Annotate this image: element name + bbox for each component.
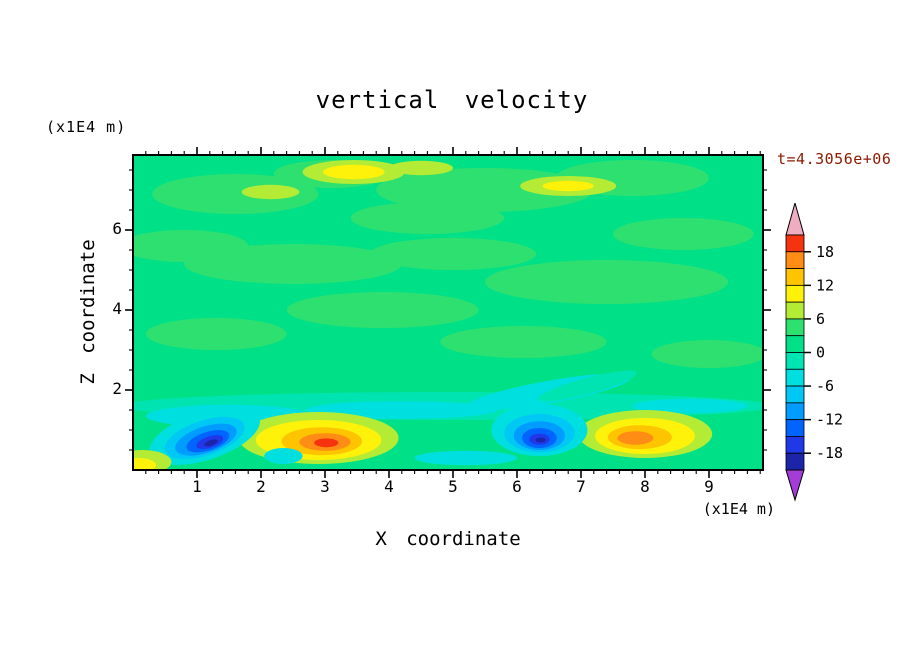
- colorbar-tick-label: -18: [816, 444, 843, 462]
- colorbar-segment: [785, 335, 805, 353]
- contour-band: [241, 184, 300, 200]
- y-tick-label: 2: [112, 379, 122, 398]
- colorbar-segment: [785, 234, 805, 253]
- contour-band: [535, 437, 546, 443]
- x-tick-label: 7: [576, 477, 586, 496]
- x-tick-label: 5: [448, 477, 458, 496]
- colorbar-segment: [785, 284, 805, 303]
- colorbar-tick-label: 18: [816, 243, 834, 261]
- colorbar-segment: [785, 318, 805, 337]
- contour-band: [145, 318, 287, 350]
- contour-band: [485, 260, 729, 304]
- contour-band: [286, 292, 479, 328]
- contour-band: [542, 180, 594, 192]
- time-label: t=4.3056e+06: [777, 150, 892, 168]
- y-tick-label: 6: [112, 219, 122, 238]
- contour-band: [184, 244, 402, 284]
- x-tick-label: 9: [704, 477, 714, 496]
- colorbar-segment: [785, 452, 805, 471]
- x-tick-label: 8: [640, 477, 650, 496]
- contour-band: [617, 431, 654, 445]
- contour-band: [613, 218, 754, 250]
- colorbar-tick-label: -12: [816, 411, 843, 429]
- colorbar-segment: [785, 352, 805, 370]
- x-tick-label: 6: [512, 477, 522, 496]
- colorbar-segment: [785, 385, 805, 404]
- y-tick-label: 4: [112, 299, 122, 318]
- contour-bands: [133, 155, 763, 470]
- chart-title: vertical velocity: [315, 86, 589, 114]
- y-axis-unit: (x1E4 m): [46, 118, 127, 136]
- contour-band: [414, 450, 517, 466]
- colorbar-tick-label: 0: [816, 344, 825, 362]
- colorbar-tick-label: 12: [816, 276, 834, 294]
- x-axis-label: X coordinate: [375, 528, 521, 550]
- colorbar-tick-label: -6: [816, 377, 834, 395]
- colorbar-arrow-top: [785, 203, 805, 236]
- x-tick-label: 4: [384, 477, 394, 496]
- contour-band: [323, 164, 385, 180]
- colorbar: 18 12 6 0 -6 -12 -18: [785, 203, 843, 502]
- x-tick-label: 1: [192, 477, 202, 496]
- colorbar-segment: [785, 402, 805, 421]
- colorbar-segment: [785, 251, 805, 269]
- contour-band: [264, 448, 303, 464]
- x-axis-unit: (x1E4 m): [702, 500, 775, 518]
- colorbar-segment: [785, 268, 805, 286]
- x-tick-label: 2: [256, 477, 266, 496]
- contour-band: [350, 202, 505, 234]
- colorbar-segment: [785, 301, 805, 320]
- colorbar-segment: [785, 436, 805, 454]
- contour-band: [440, 326, 607, 358]
- colorbar-arrow-bottom: [785, 469, 805, 502]
- colorbar-tick-label: 6: [816, 310, 825, 328]
- contour-band: [651, 340, 763, 368]
- colorbar-segment: [785, 368, 805, 387]
- contour-band: [389, 160, 453, 176]
- colorbar-segment: [785, 419, 805, 437]
- x-tick-label: 3: [320, 477, 330, 496]
- contour-band: [314, 438, 339, 448]
- contour-band: [369, 238, 537, 270]
- contour-field: [133, 155, 763, 470]
